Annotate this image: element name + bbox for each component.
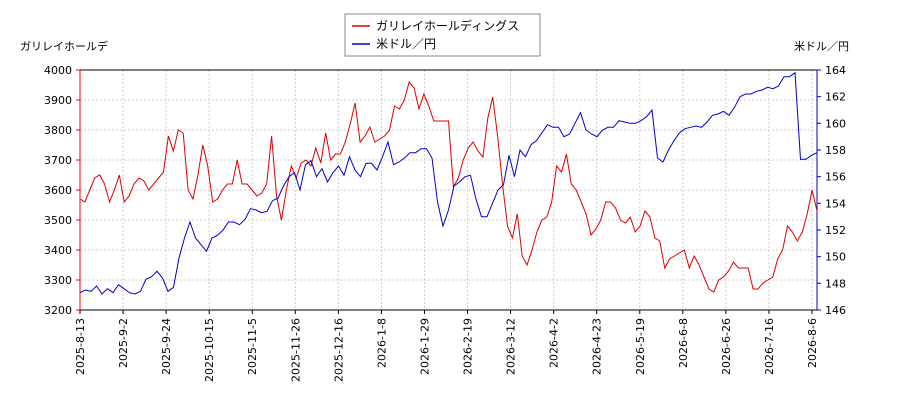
x-tick-label: 2025-10-15 bbox=[203, 318, 216, 382]
right-tick-label: 162 bbox=[825, 91, 846, 104]
x-tick-label: 2025-11-5 bbox=[246, 318, 259, 375]
x-tick-label: 2025-12-16 bbox=[332, 318, 345, 382]
x-tick-label: 2025-11-26 bbox=[289, 318, 302, 382]
left-tick-label: 3200 bbox=[44, 304, 72, 317]
right-tick-label: 154 bbox=[825, 197, 846, 210]
x-tick-label: 2026-6-8 bbox=[677, 318, 690, 368]
legend: ガリレイホールディングス 米ドル／円 bbox=[344, 13, 541, 57]
right-tick-label: 150 bbox=[825, 251, 846, 264]
left-tick-label: 3800 bbox=[44, 124, 72, 137]
series-layer bbox=[79, 71, 818, 295]
left-tick-label: 3700 bbox=[44, 154, 72, 167]
legend-label-usdjpy: 米ドル／円 bbox=[376, 37, 436, 51]
right-tick-label: 156 bbox=[825, 171, 846, 184]
right-tick-label: 160 bbox=[825, 117, 846, 130]
x-tick-label: 2026-4-23 bbox=[591, 318, 604, 375]
x-tick-label: 2026-7-16 bbox=[763, 318, 776, 375]
right-tick-label: 148 bbox=[825, 277, 846, 290]
legend-box bbox=[344, 13, 541, 57]
x-tick-label: 2026-4-2 bbox=[548, 318, 561, 368]
left-tick-label: 3400 bbox=[44, 244, 72, 257]
x-tick-label: 2025-9-24 bbox=[160, 318, 173, 375]
x-tick-label: 2026-6-26 bbox=[720, 318, 733, 375]
left-axis: 3200 3300 3400 3500 3600 3700 3800 3900 4000 bbox=[44, 64, 80, 317]
x-tick-label: 2026-1-8 bbox=[375, 318, 388, 368]
left-tick-label: 3500 bbox=[44, 214, 72, 227]
left-axis-label: ガリレイホールデ bbox=[20, 39, 108, 53]
x-tick-label: 2026-8-6 bbox=[806, 318, 819, 368]
right-tick-label: 164 bbox=[825, 64, 846, 77]
right-tick-label: 158 bbox=[825, 144, 846, 157]
right-tick-label: 152 bbox=[825, 224, 846, 237]
grid bbox=[79, 69, 817, 311]
right-tick-label: 146 bbox=[825, 304, 846, 317]
left-tick-label: 3300 bbox=[44, 274, 72, 287]
left-tick-label: 3600 bbox=[44, 184, 72, 197]
right-axis: 146 148 150 152 154 156 158 160 162 164 bbox=[817, 64, 846, 317]
x-tick-label: 2026-3-12 bbox=[505, 318, 518, 375]
left-tick-label: 3900 bbox=[44, 94, 72, 107]
x-tick-label: 2025-9-2 bbox=[117, 318, 130, 368]
series-line-galilei bbox=[79, 80, 818, 293]
legend-label-galilei: ガリレイホールディングス bbox=[376, 18, 519, 33]
left-tick-label: 4000 bbox=[44, 64, 72, 77]
x-tick-label: 2026-2-19 bbox=[462, 318, 475, 375]
series-line-usdjpy bbox=[79, 71, 818, 295]
x-tick-label: 2026-5-19 bbox=[634, 318, 647, 375]
x-axis: 2025-8-13 2025-9-2 2025-9-24 2025-10-15 2025… bbox=[74, 310, 819, 382]
right-axis-label: 米ドル／円 bbox=[794, 40, 849, 53]
x-tick-label: 2025-8-13 bbox=[74, 318, 87, 375]
x-tick-label: 2026-1-29 bbox=[418, 318, 431, 375]
